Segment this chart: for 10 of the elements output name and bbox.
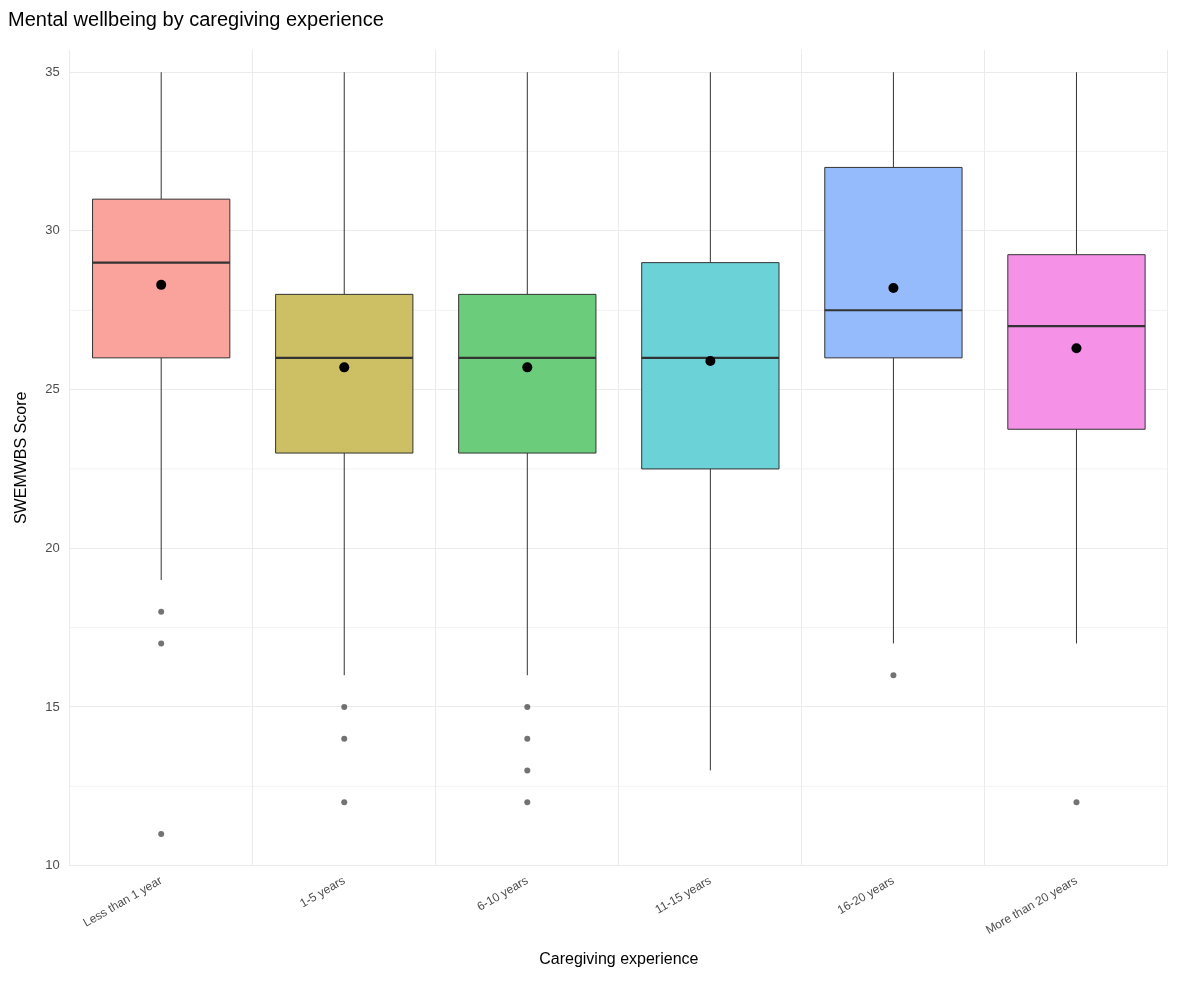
y-tick-label: 20	[45, 539, 60, 555]
x-axis-title: Caregiving experience	[539, 949, 699, 967]
y-tick-label: 10	[45, 857, 60, 873]
y-tick-label: 30	[45, 222, 60, 238]
x-tick-label: Less than 1 year	[80, 873, 165, 930]
y-tick-label: 15	[45, 698, 60, 714]
y-tick-label: 25	[45, 381, 60, 397]
chart-title: Mental wellbeing by caregiving experience	[8, 7, 384, 30]
y-axis-title: SWEMWBS Score	[12, 391, 30, 525]
y-tick-label: 35	[45, 63, 60, 79]
